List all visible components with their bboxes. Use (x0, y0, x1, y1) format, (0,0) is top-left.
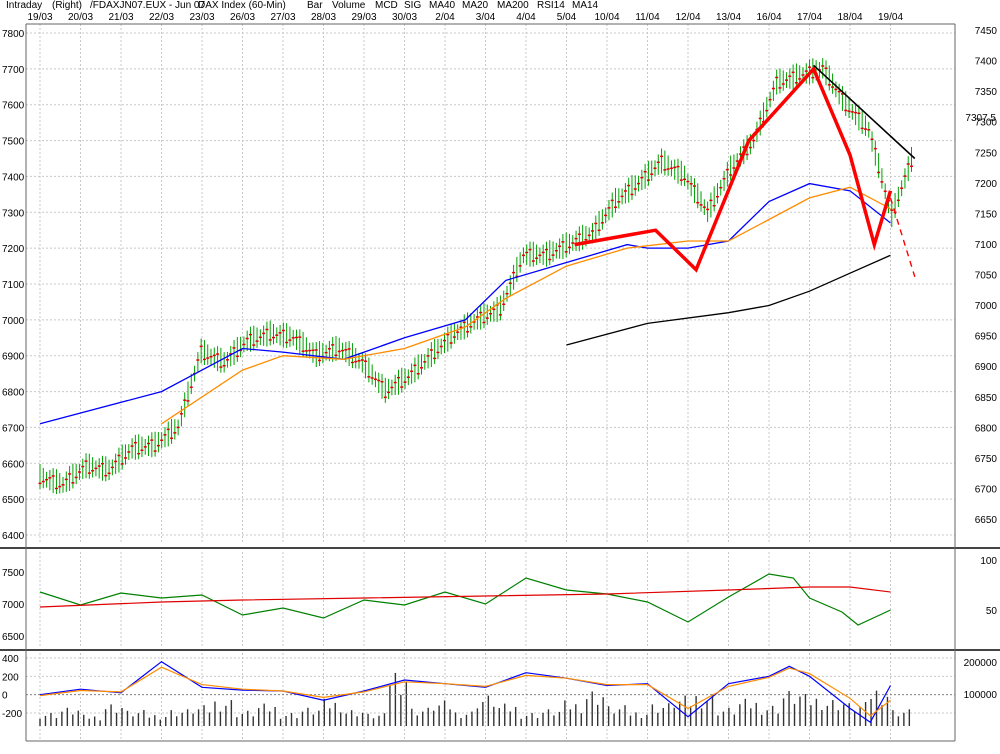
right-price-tick-label: 7300 (975, 118, 998, 129)
date-tick-label: 10/04 (594, 12, 619, 23)
right-price-tick-label: 7250 (975, 148, 998, 159)
left-price-tick-label: 7800 (2, 29, 25, 40)
mcd-line (39, 660, 892, 724)
date-tick-label: 29/03 (351, 12, 376, 23)
left-price-tick-label: 7100 (2, 280, 25, 291)
header-item: Volume (332, 0, 366, 11)
date-tick-label: 3/04 (476, 12, 496, 23)
right-price-tick-label: 6850 (975, 393, 998, 404)
left-price-tick-label: 7200 (2, 244, 25, 255)
date-tick-label: 4/04 (516, 12, 536, 23)
header-item: /FDAXJN07.EUX - Jun 07 (90, 0, 205, 11)
header-item: MA200 (497, 0, 529, 11)
price-panel: 6400 6500 6600 6700 6800 6900 7000 7100 7200 7300… (2, 26, 997, 542)
date-tick-label: 11/04 (635, 12, 660, 23)
date-tick-label: 20/03 (68, 12, 93, 23)
left-price-tick-label: 6700 (2, 423, 25, 434)
ma200-line (566, 254, 891, 346)
right-price-tick-label: 7150 (975, 209, 998, 220)
right-price-tick-label: 7200 (975, 179, 998, 190)
header-item: MA14 (572, 0, 599, 11)
right-price-tick-label: 6700 (975, 484, 998, 495)
header-item: MA40 (429, 0, 456, 11)
date-tick-label: 28/03 (311, 12, 336, 23)
left-price-tick-label: 7700 (2, 65, 25, 76)
right-price-tick-label: 6800 (975, 423, 998, 434)
header-item: MA20 (462, 0, 489, 11)
right-price-tick-label: 7100 (975, 240, 998, 251)
right-price-tick-label: 6900 (975, 362, 998, 373)
date-axis: 19/03 20/03 21/03 22/03 23/03 26/03 27/03 28/03… (27, 12, 903, 23)
left-price-tick-label: 6900 (2, 352, 25, 363)
rsi-left-tick-label: 7500 (2, 568, 25, 579)
right-price-tick-label: 7400 (975, 57, 998, 68)
date-tick-label: 13/04 (716, 12, 741, 23)
header-item: SIG (404, 0, 421, 11)
right-price-tick-label: 6650 (975, 515, 998, 526)
date-tick-label: 17/04 (797, 12, 822, 23)
last-price-label: 7307.5 (965, 113, 996, 124)
date-tick-label: 19/03 (27, 12, 52, 23)
panel-frames (0, 23, 1000, 742)
rsi-left-tick-label: 7000 (2, 600, 25, 611)
date-tick-label: 2/04 (435, 12, 455, 23)
date-tick-label: 18/04 (837, 12, 862, 23)
date-tick-label: 27/03 (270, 12, 295, 23)
macd-left-tick-label: 200 (2, 672, 19, 683)
header-item: Bar (307, 0, 323, 11)
volume-right-tick-label: 200000 (964, 658, 998, 669)
left-price-tick-label: 6800 (2, 388, 25, 399)
date-tick-label: 23/03 (189, 12, 214, 23)
rsi-left-tick-label: 6500 (2, 632, 25, 643)
ma14-line (39, 586, 891, 608)
rsi14-line (39, 573, 891, 626)
projection-line (889, 197, 916, 278)
left-price-tick-label: 7300 (2, 208, 25, 219)
left-price-tick-label: 7000 (2, 316, 25, 327)
trend-line (813, 64, 916, 160)
ma40-line (161, 186, 891, 425)
header-item: DAX Index (60-Min) (198, 0, 286, 11)
header-item: RSI14 (537, 0, 565, 11)
date-tick-label: 16/04 (756, 12, 781, 23)
rsi-right-tick-label: 50 (986, 606, 998, 617)
macd-volume-panel: 400 200 0 -200 200000 100000 (2, 654, 997, 726)
header-item: MCD (375, 0, 398, 11)
macd-left-tick-label: -200 (2, 709, 22, 720)
header-item: (Right) (52, 0, 82, 11)
rsi-right-tick-label: 100 (980, 556, 997, 567)
left-price-tick-label: 6600 (2, 459, 25, 470)
date-tick-label: 22/03 (149, 12, 174, 23)
header-item: Intraday (6, 0, 42, 11)
grid (26, 24, 955, 741)
date-tick-label: 19/04 (878, 12, 903, 23)
right-price-tick-label: 7000 (975, 301, 998, 312)
pattern-line (574, 65, 893, 273)
sig-line (39, 666, 891, 717)
macd-left-tick-label: 0 (2, 691, 8, 702)
date-tick-label: 12/04 (675, 12, 700, 23)
rsi-panel: 6500 7000 7500 50 100 (2, 556, 997, 643)
date-tick-label: 21/03 (108, 12, 133, 23)
macd-left-tick-label: 400 (2, 654, 19, 665)
right-price-tick-label: 7050 (975, 271, 998, 282)
date-tick-label: 26/03 (230, 12, 255, 23)
left-price-tick-label: 6400 (2, 531, 25, 542)
right-price-tick-label: 6950 (975, 332, 998, 343)
left-price-tick-label: 7600 (2, 101, 25, 112)
left-price-tick-label: 7500 (2, 137, 25, 148)
date-tick-label: 5/04 (557, 12, 577, 23)
right-price-tick-label: 7350 (975, 87, 998, 98)
chart-header: Intraday (Right) /FDAXJN07.EUX - Jun 07DAX… (6, 0, 599, 11)
left-price-tick-label: 6500 (2, 495, 25, 506)
date-tick-label: 30/03 (392, 12, 417, 23)
ma20-line (39, 182, 891, 425)
volume-right-tick-label: 100000 (964, 690, 998, 701)
right-price-tick-label: 7450 (975, 26, 998, 37)
left-price-tick-label: 7400 (2, 172, 25, 183)
right-price-tick-label: 6750 (975, 454, 998, 465)
